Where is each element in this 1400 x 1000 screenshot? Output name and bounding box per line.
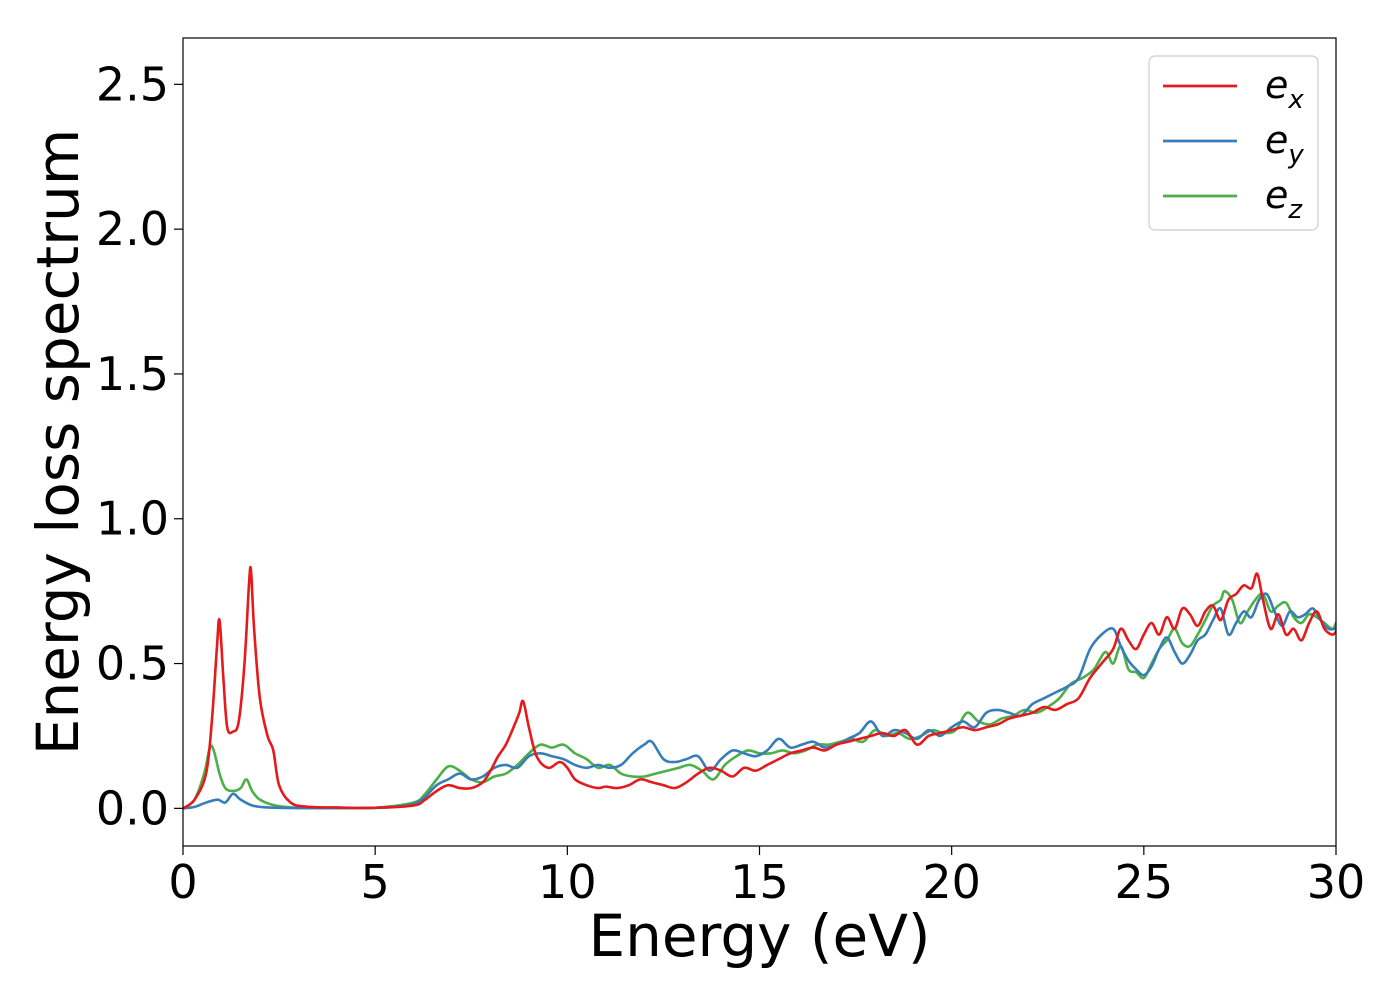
y-tick-label: 2.0 — [96, 202, 169, 256]
x-axis-title: Energy (eV) — [588, 902, 930, 970]
x-tick-label: 5 — [361, 855, 390, 909]
x-tick-label: 20 — [922, 855, 981, 909]
x-tick-label: 0 — [168, 855, 197, 909]
series-line-x — [183, 565, 1336, 810]
legend-label-z: ez — [1265, 173, 1303, 225]
y-tick-label: 1.0 — [96, 492, 169, 546]
x-tick-label: 10 — [538, 855, 597, 909]
x-tick-label: 30 — [1307, 855, 1366, 909]
legend-box — [1148, 55, 1319, 231]
series-layer — [183, 565, 1336, 810]
y-tick-label: 0.0 — [96, 781, 169, 835]
series-line-y — [183, 592, 1336, 810]
legend-label-x: ex — [1265, 63, 1304, 115]
x-tick-label: 25 — [1115, 855, 1174, 909]
y-axis-title: Energy loss spectrum — [24, 129, 92, 755]
legend-label-y: ey — [1265, 118, 1304, 170]
ticks-layer: 0 5 10 15 20 25 30 0.0 0.5 1.0 1.5 2.0 2.5 — [96, 57, 1365, 909]
y-tick-label: 0.5 — [96, 637, 169, 691]
y-tick-label: 2.5 — [96, 57, 169, 111]
y-tick-label: 1.5 — [96, 347, 169, 401]
x-tick-label: 15 — [730, 855, 789, 909]
